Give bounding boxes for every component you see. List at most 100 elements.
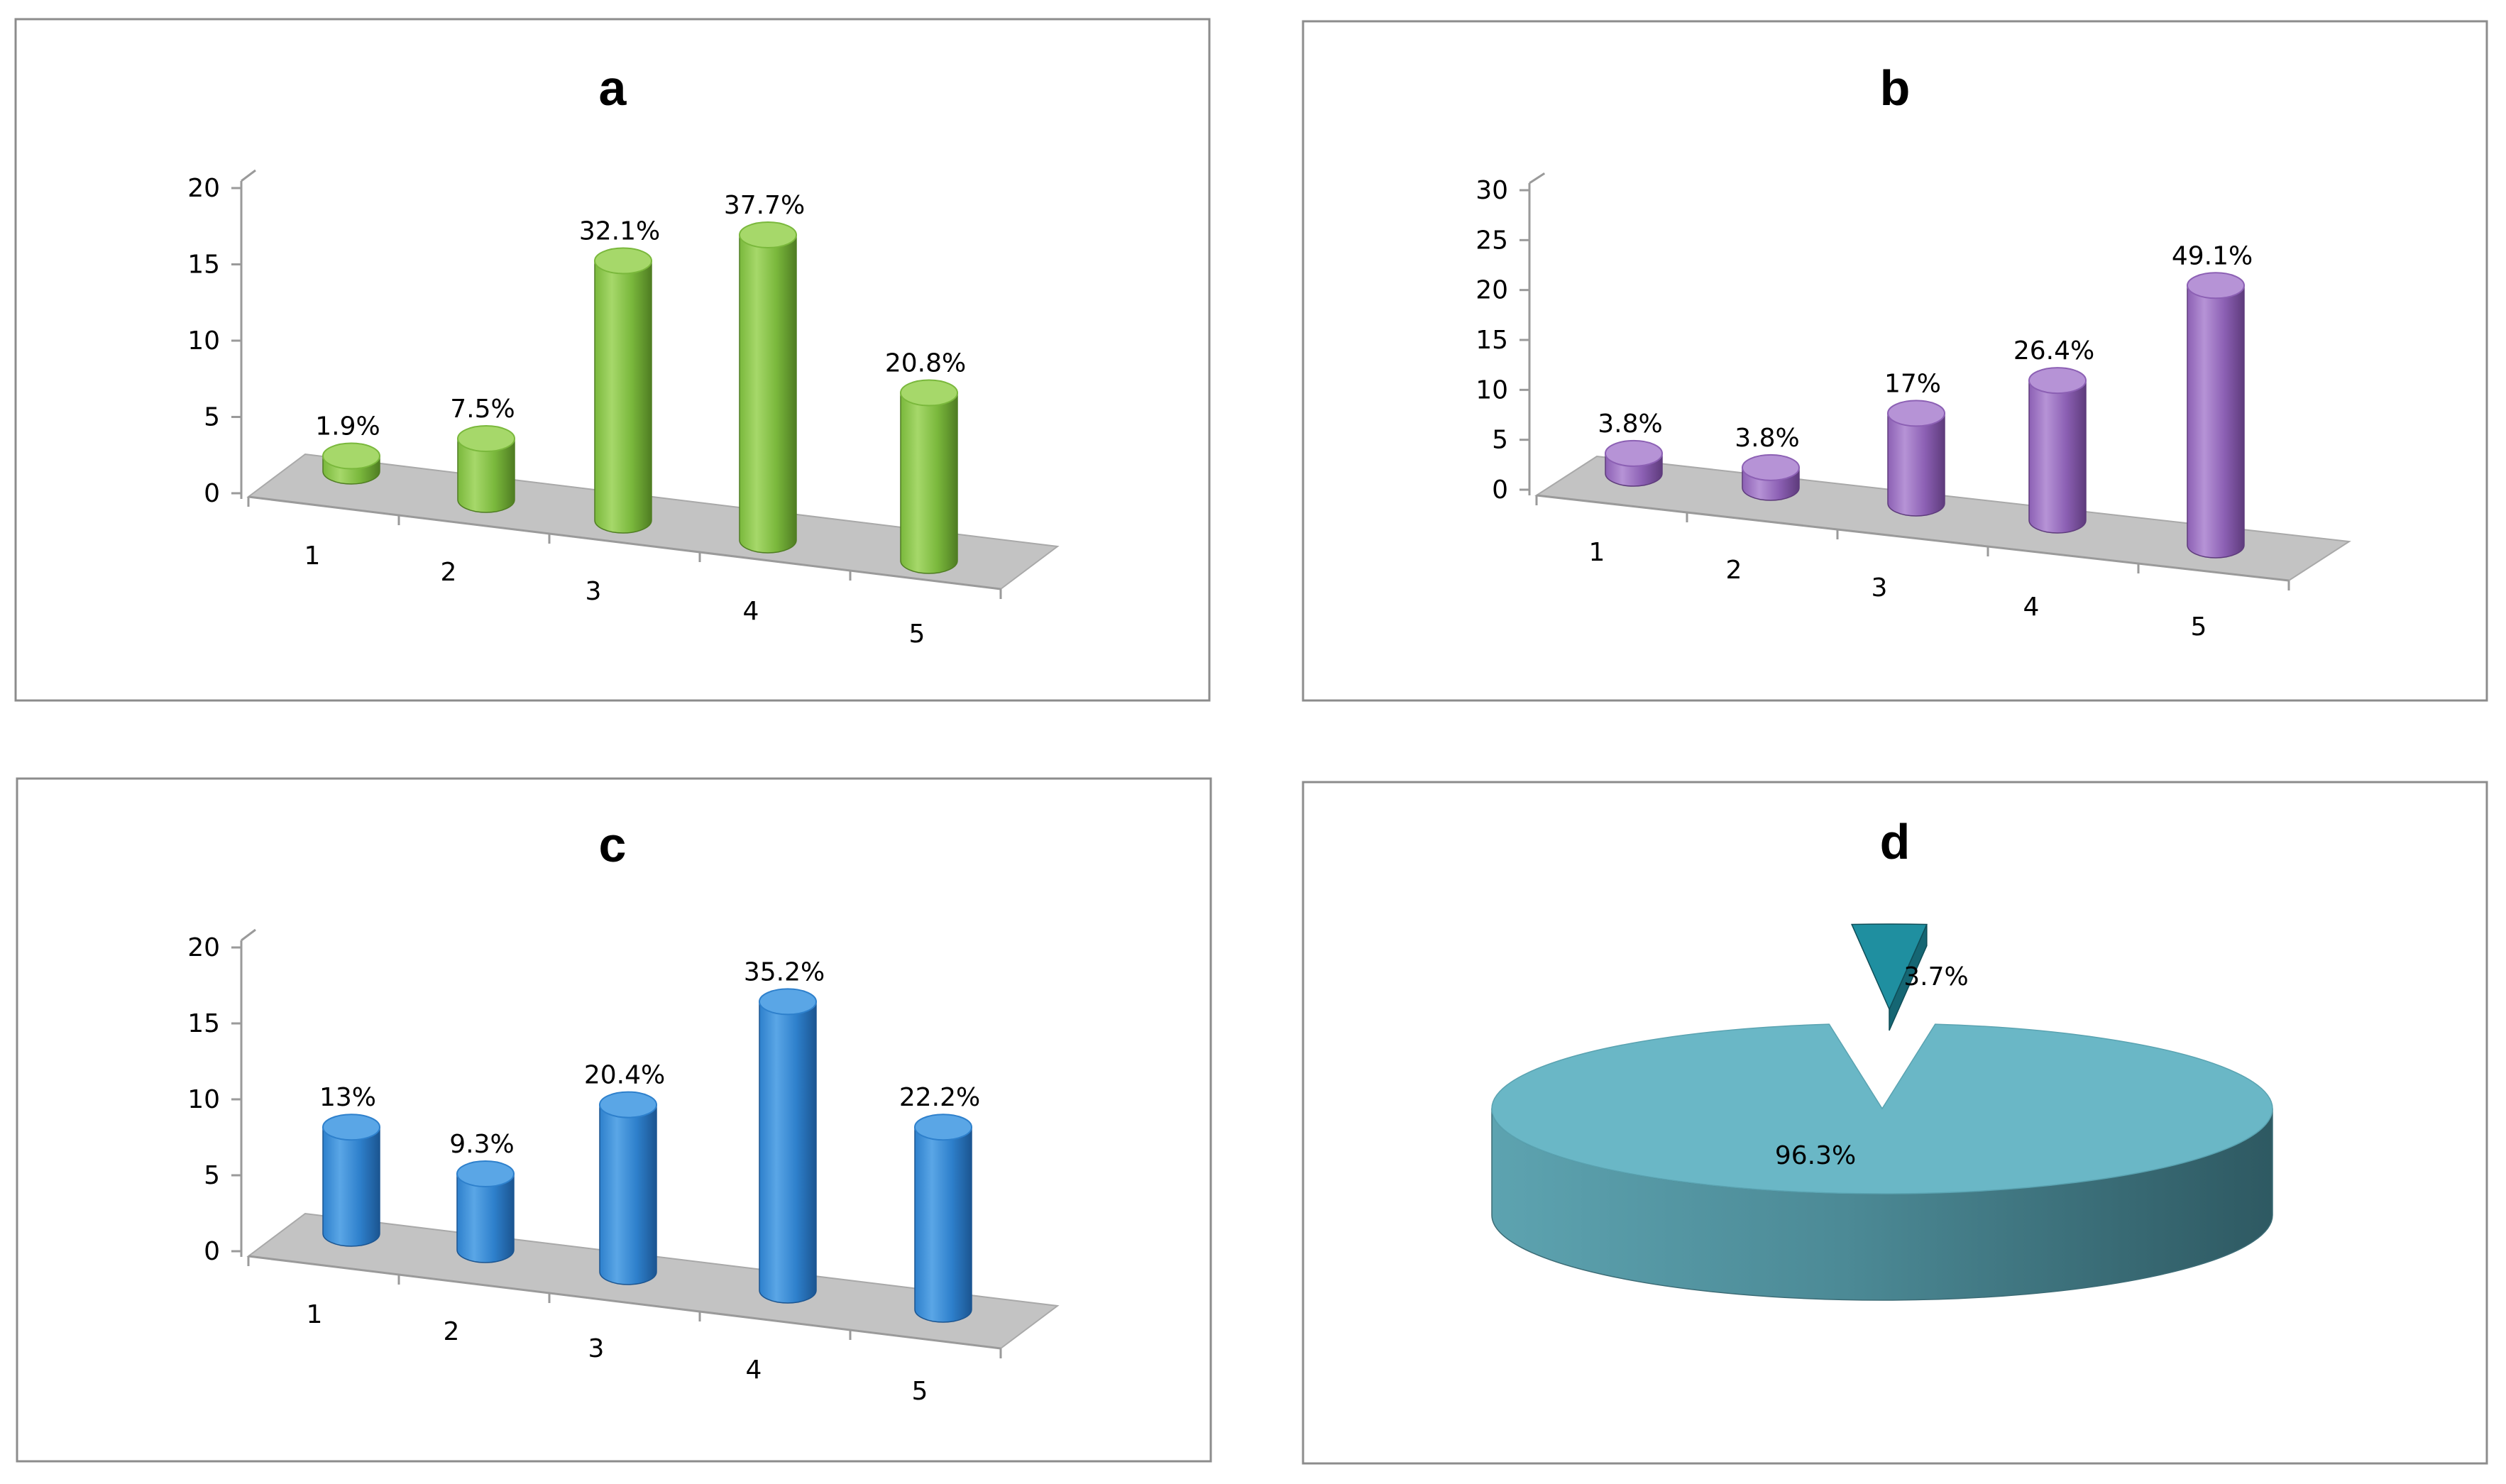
bar-top [1605, 439, 1663, 467]
chart-panel-c: c 0 5 10 15 20 1 2 3 4 5 13% 9.3% 20.4% 35.2% 22.2% [16, 777, 1212, 1463]
bar-body [739, 234, 797, 554]
bar [1887, 400, 1945, 517]
pie-slice-small [1851, 923, 1928, 1011]
x-tick-label: 1 [1589, 538, 1605, 567]
x-tick-label: 5 [909, 620, 925, 649]
bar-top [322, 1114, 380, 1141]
bar [2187, 272, 2245, 559]
x-tick-label: 1 [304, 542, 321, 571]
bar-top [759, 988, 817, 1016]
bar [759, 988, 817, 1304]
plot-area: 0 5 10 15 20 1 2 3 4 5 13% 9.3% 20.4% 35.2% 22.2% [187, 928, 1060, 1406]
x-tick-label: 2 [1726, 556, 1742, 585]
plot-area: 0 5 10 15 20 1 2 3 4 5 1.9% 7.5% 32.1% 37.7% 20.8% [187, 169, 1060, 649]
chart-title: b [1880, 60, 1911, 116]
y-tick-label: 10 [1475, 375, 1508, 405]
bar [914, 1114, 972, 1323]
y-tick-label: 30 [1475, 176, 1508, 205]
y-tick-label: 5 [204, 1161, 220, 1190]
x-tick-label: 3 [588, 1334, 605, 1363]
data-label: 26.4% [2013, 336, 2094, 365]
chart-panel-d: d 96.3% 3.7% [1302, 781, 2488, 1465]
bar-body [599, 1104, 657, 1285]
bar [2028, 367, 2087, 534]
bar-top [1887, 400, 1945, 427]
y-axis-back-edge [241, 169, 256, 182]
y-axis-back-edge [241, 928, 256, 942]
x-axis-line [1536, 494, 2290, 582]
data-label: 20.8% [885, 349, 966, 378]
data-label: 22.2% [899, 1083, 980, 1112]
bar [322, 1114, 380, 1247]
bar-body [1887, 412, 1945, 517]
data-label: 49.1% [2172, 241, 2253, 270]
data-label: 37.7% [724, 191, 805, 220]
chart-title: c [599, 817, 627, 872]
bar-body [914, 1126, 972, 1323]
data-label: 3.8% [1598, 410, 1662, 439]
bar-top [457, 425, 515, 452]
y-tick-label: 20 [1475, 276, 1508, 305]
y-tick-label: 20 [187, 933, 220, 962]
y-tick-label: 0 [204, 1237, 220, 1266]
bar-top [2028, 367, 2087, 395]
x-tick-label: 3 [586, 577, 602, 606]
bar-top [2187, 272, 2245, 299]
data-label: 35.2% [744, 957, 825, 986]
bar [1605, 439, 1663, 487]
y-tick-label: 5 [204, 403, 220, 432]
bar-body [2187, 285, 2245, 559]
bar-top [322, 442, 380, 470]
y-tick-label: 20 [187, 174, 220, 203]
bar-top [914, 1114, 972, 1141]
panel-frame [1302, 20, 2488, 702]
pie-slice-large [1491, 1023, 2273, 1194]
bar-body [2028, 380, 2087, 534]
x-axis-line [248, 495, 1001, 590]
y-tick-label: 10 [187, 326, 220, 356]
data-label: 9.3% [449, 1130, 514, 1159]
y-tick-label: 0 [204, 479, 220, 508]
bar-top [739, 221, 797, 248]
x-tick-label: 4 [2023, 593, 2040, 622]
bar [457, 425, 515, 513]
chart-panel-b: b 0 5 10 15 20 25 30 1 2 3 4 5 3.8% 3.8% 17% 26.4% 49.1% [1302, 20, 2488, 702]
y-axis-back-edge [1529, 172, 1546, 185]
chart-title: d [1880, 814, 1911, 869]
y-tick-label: 0 [1492, 476, 1508, 505]
data-label: 7.5% [450, 395, 515, 424]
bar-body [759, 1001, 817, 1304]
bar-body [322, 1126, 380, 1247]
bar [594, 247, 652, 534]
plot-area: 96.3% 3.7% [1491, 923, 2273, 1301]
x-tick-label: 2 [441, 558, 457, 587]
bar [456, 1160, 515, 1263]
data-label: 96.3% [1775, 1141, 1856, 1170]
y-tick-label: 25 [1475, 226, 1508, 255]
data-label: 17% [1884, 369, 1941, 398]
bar [322, 442, 380, 485]
y-tick-label: 5 [1492, 426, 1508, 455]
bar-top [456, 1160, 515, 1187]
x-tick-label: 3 [1872, 573, 1888, 603]
bar [900, 379, 958, 574]
x-axis-line [248, 1255, 1001, 1350]
y-tick-label: 15 [1475, 326, 1508, 355]
bar-body [456, 1173, 515, 1263]
bar [599, 1091, 657, 1285]
x-tick-label: 4 [743, 597, 759, 626]
data-label: 1.9% [315, 412, 380, 441]
bar-top [900, 379, 958, 407]
bar [739, 221, 797, 554]
data-label: 13% [319, 1083, 376, 1112]
plot-area: 0 5 10 15 20 25 30 1 2 3 4 5 3.8% 3.8% 17% 26.4% 49.1% [1475, 172, 2351, 642]
chart-panel-a: a 0 5 10 15 20 1 2 3 4 5 1.9% 7.5% 32.1% 37.7% 20.8% [14, 18, 1211, 702]
y-tick-label: 15 [187, 251, 220, 280]
bar-body [900, 392, 958, 574]
data-label: 3.8% [1735, 424, 1799, 453]
bar-top [1742, 454, 1800, 481]
x-tick-label: 4 [746, 1356, 762, 1385]
bar-top [594, 247, 652, 275]
x-tick-label: 5 [2191, 612, 2207, 642]
